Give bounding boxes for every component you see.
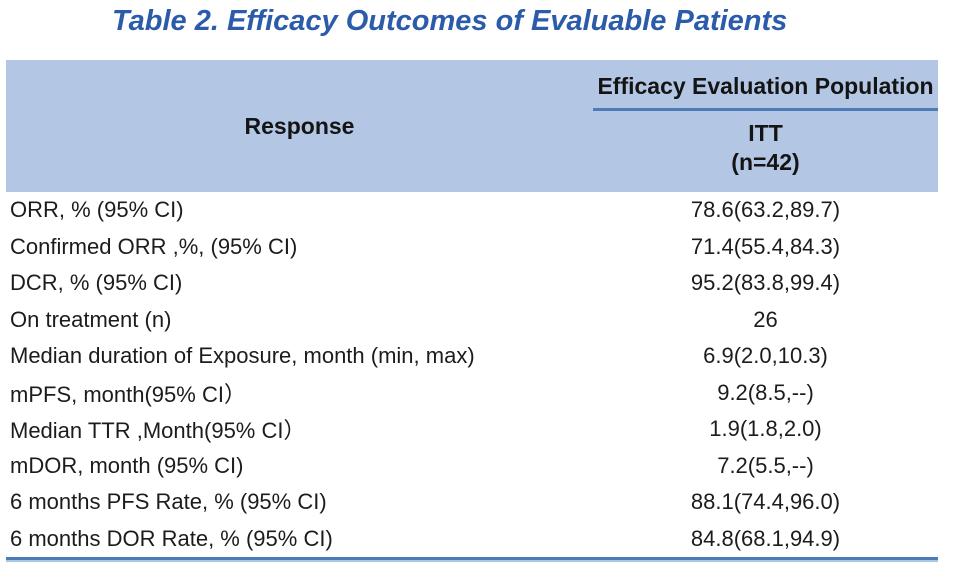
row-label: ORR, % (95% CI) [10, 197, 184, 223]
row-label: 6 months DOR Rate, % (95% CI) [10, 525, 333, 551]
column-header-response: Response [244, 112, 355, 139]
table-row: Confirmed ORR ,%, (95% CI) 71.4(55.4,84.3… [6, 229, 938, 266]
efficacy-table: Response Efficacy Evaluation Population … [6, 60, 938, 562]
population-group-label: Efficacy Evaluation Population [597, 73, 934, 99]
row-label: DCR, % (95% CI) [10, 270, 183, 296]
table-row: DCR, % (95% CI) 95.2(83.8,99.4) [6, 265, 938, 302]
bottom-rule-light [6, 560, 938, 562]
row-value: 7.2(5.5,--) [717, 452, 814, 478]
table-body: ORR, % (95% CI) 78.6(63.2,89.7) Confirmed … [6, 192, 938, 557]
table-row: ORR, % (95% CI) 78.6(63.2,89.7) [6, 192, 938, 229]
table-row: mPFS, month(95% CI） 9.2(8.5,--) [6, 375, 938, 412]
table-row: On treatment (n) 26 [6, 302, 938, 339]
row-value: 88.1(74.4,96.0) [690, 489, 841, 515]
table-row: Median duration of Exposure, month (min,… [6, 338, 938, 375]
row-value: 78.6(63.2,89.7) [690, 197, 841, 223]
table-header: Response Efficacy Evaluation Population … [6, 60, 938, 192]
subcolumn-itt-label: ITT [748, 120, 783, 146]
row-value: 6.9(2.0,10.3) [703, 343, 828, 369]
column-header-population: Efficacy Evaluation Population ITT (n=42… [593, 60, 938, 192]
row-value: 84.8(68.1,94.9) [690, 525, 841, 551]
row-label: mDOR, month (95% CI) [10, 452, 244, 478]
subcolumn-n-label: (n=42) [731, 149, 800, 175]
table-row: Median TTR ,Month(95% CI） 1.9(1.8,2.0) [6, 411, 938, 448]
row-label: On treatment (n) [10, 306, 172, 332]
row-label: Median duration of Exposure, month (min,… [10, 343, 475, 369]
row-label: 6 months PFS Rate, % (95% CI) [10, 489, 327, 515]
header-divider-rule [593, 108, 938, 111]
row-value: 71.4(55.4,84.3) [690, 233, 841, 259]
row-value: 95.2(83.8,99.4) [690, 270, 841, 296]
table-title: Table 2. Efficacy Outcomes of Evaluable … [112, 5, 788, 37]
table-row: 6 months DOR Rate, % (95% CI) 84.8(68.1,9… [6, 521, 938, 558]
row-value: 1.9(1.8,2.0) [709, 416, 822, 442]
row-label: mPFS, month(95% CI） [10, 381, 246, 407]
table-row: mDOR, month (95% CI) 7.2(5.5,--) [6, 448, 938, 485]
row-label: Confirmed ORR ,%, (95% CI) [10, 233, 298, 259]
row-value: 26 [753, 306, 778, 332]
bottom-rule-dark [6, 557, 938, 560]
row-label: Median TTR ,Month(95% CI） [10, 418, 306, 444]
table-row: 6 months PFS Rate, % (95% CI) 88.1(74.4,9… [6, 484, 938, 521]
row-value: 9.2(8.5,--) [717, 379, 814, 405]
